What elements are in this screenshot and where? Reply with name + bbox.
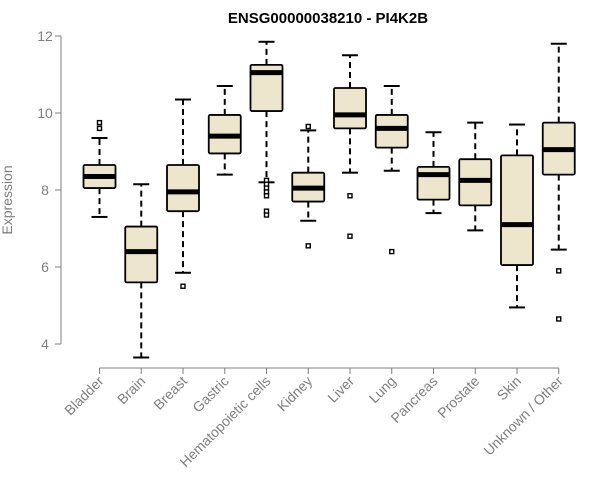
outlier-point — [263, 193, 270, 199]
box-prostate — [458, 121, 493, 232]
y-axis: 4 6 8 10 12 — [37, 28, 62, 352]
outlier-point — [180, 283, 186, 289]
outlier-point — [305, 243, 311, 249]
outlier-point — [556, 316, 562, 322]
box-breast — [166, 98, 200, 289]
box-brain — [124, 183, 159, 359]
box-skin — [500, 123, 534, 309]
outlier-point — [389, 248, 395, 255]
outlier-point — [347, 193, 353, 199]
x-tick-label: Skin — [494, 373, 525, 404]
x-tick-label: Liver — [324, 373, 357, 406]
box-kidney — [291, 123, 326, 249]
y-tick-label: 10 — [37, 105, 53, 121]
outlier-point — [347, 233, 353, 239]
x-tick-label: Prostate — [434, 373, 482, 421]
boxes-group — [82, 40, 576, 359]
chart-title: ENSG00000038210 - PI4K2B — [228, 10, 428, 27]
box-lung — [374, 85, 409, 255]
box-iqr — [416, 165, 451, 201]
x-tick-label: Breast — [150, 373, 190, 413]
box-bladder — [82, 119, 117, 218]
outlier-point — [305, 123, 311, 130]
box-liver — [333, 54, 367, 239]
box-pancreas — [416, 131, 451, 215]
box-iqr — [500, 154, 534, 266]
box-hematopoietic-cells — [249, 40, 284, 218]
x-tick-label: Lung — [366, 373, 399, 406]
y-tick-label: 8 — [41, 182, 49, 198]
outlier-point — [96, 125, 103, 132]
box-iqr — [333, 87, 367, 130]
box-iqr — [249, 63, 284, 112]
outlier-point — [263, 212, 270, 218]
box-iqr — [124, 225, 159, 284]
box-gastric — [207, 85, 242, 176]
y-tick-label: 4 — [41, 336, 49, 352]
x-tick-label: Kidney — [274, 373, 316, 415]
y-axis-label: Expression — [0, 165, 15, 234]
outlier-point — [96, 119, 103, 126]
x-tick-label: Brain — [114, 373, 148, 407]
box-unknown-other — [541, 42, 576, 322]
y-tick-label: 12 — [37, 28, 53, 44]
x-tick-label: Bladder — [61, 373, 107, 419]
box-iqr — [374, 114, 409, 149]
x-tick-label: Unknown / Other — [480, 373, 566, 459]
y-tick-label: 6 — [41, 259, 49, 275]
outlier-point — [556, 268, 562, 274]
box-iqr — [166, 164, 200, 213]
